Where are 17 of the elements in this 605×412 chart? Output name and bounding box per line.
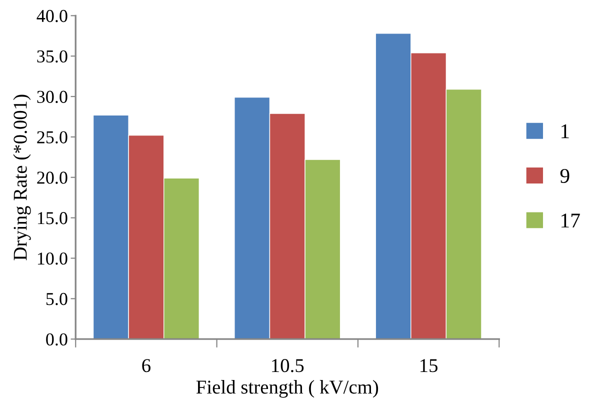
y-tick-label: 35.0	[37, 50, 68, 63]
y-tick-label: 30.0	[37, 90, 68, 104]
y-tick-label: 20.0	[37, 172, 68, 184]
x-tick-label: 6	[142, 359, 150, 372]
y-axis-title: Drying Rate (*0.001)	[13, 94, 31, 260]
y-tick-label: 25.0	[37, 131, 68, 144]
x-tick-label: 15	[420, 359, 438, 372]
y-tick-label: 40.0	[36, 10, 68, 22]
x-axis-title: Field strength ( kV/cm)	[196, 380, 378, 398]
x-tick-label: 10.5	[272, 359, 304, 372]
legend-label: 17	[562, 214, 580, 228]
legend-label: 9	[560, 168, 570, 183]
y-tick-label: 10.0	[38, 252, 68, 265]
y-tick-label: 5.0	[46, 292, 68, 306]
legend-label: 1	[562, 124, 569, 138]
y-tick-label: 0.0	[46, 333, 68, 346]
y-tick-label: 15.0	[38, 212, 68, 224]
